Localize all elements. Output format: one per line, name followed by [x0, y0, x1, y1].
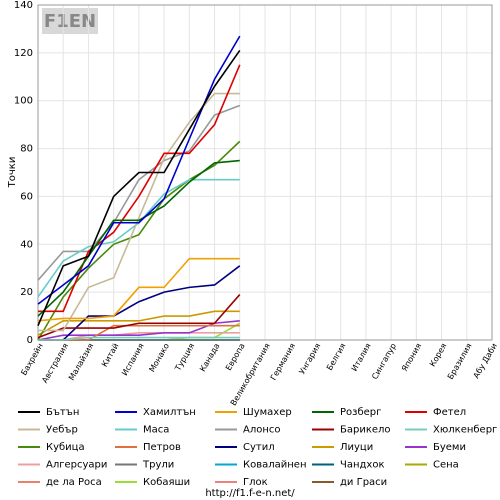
legend-label: Бътън [46, 407, 79, 418]
legend-label: Буеми [433, 442, 466, 453]
y-tick-label: 60 [20, 191, 33, 202]
y-axis-label: Точки [7, 157, 18, 189]
legend-label: Уебър [46, 425, 78, 436]
series-line [37, 35, 241, 305]
y-tick-label: 40 [20, 239, 33, 250]
series-line [37, 310, 240, 336]
legend-label: Чандхок [340, 460, 385, 471]
legend-label: Алонсо [243, 425, 281, 436]
series-line [37, 50, 241, 326]
legend-label: Хюлкенберг [433, 425, 497, 436]
legend-label: Хамилтън [143, 407, 196, 418]
legend-label: Глок [243, 477, 268, 488]
legend-label: Ковалайнен [243, 460, 307, 471]
legend-label: Алгерсуари [46, 460, 107, 471]
source: http://f1.f-e-n.net/ [205, 488, 295, 499]
series-line [37, 257, 240, 322]
legend-label: Сутил [243, 442, 275, 453]
series-line [37, 104, 241, 281]
series-line [38, 92, 240, 332]
legend-label: Барикело [340, 425, 391, 436]
legend-label: ди Граси [340, 477, 387, 488]
legend-label: Лиуци [340, 442, 373, 453]
series-line [38, 336, 240, 341]
series-line [38, 64, 241, 313]
series-line [37, 294, 241, 339]
series-line [38, 265, 241, 341]
y-tick-label: 80 [20, 144, 33, 155]
legend-label: Кубица [46, 442, 85, 453]
legend-label: Маса [143, 425, 169, 436]
legend-label: Розберг [340, 407, 381, 418]
legend-label: Сена [433, 460, 459, 471]
y-tick-label: 100 [14, 96, 33, 107]
series-line [37, 159, 240, 317]
legend-label: Фетел [433, 407, 466, 418]
y-tick-label: 20 [20, 287, 33, 298]
y-tick-label: 140 [14, 0, 33, 11]
legend-label: Шумахер [243, 407, 292, 418]
legend-label: Кобаяши [143, 477, 190, 488]
y-tick-label: 120 [14, 48, 33, 59]
plot-frame [37, 4, 493, 341]
y-tick-label: 0 [27, 335, 33, 346]
legend-label: де ла Роса [46, 477, 102, 488]
logo: F1EN [44, 11, 96, 32]
legend-label: Трули [142, 460, 174, 471]
legend-label: Петров [143, 442, 181, 453]
